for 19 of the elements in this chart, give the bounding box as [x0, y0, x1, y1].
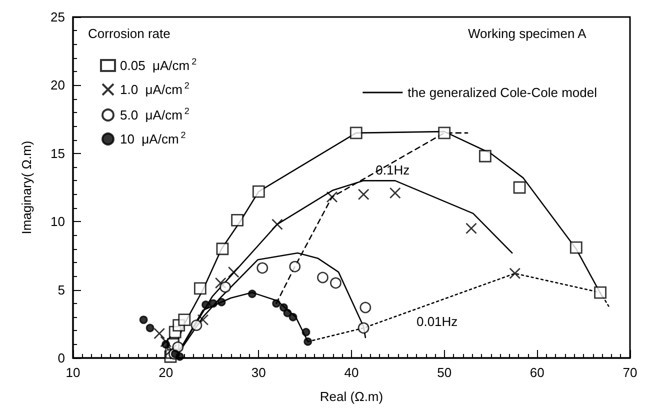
- y-tick-label: 10: [50, 214, 65, 230]
- legend-label: the generalized Cole-Cole model: [408, 85, 598, 100]
- y-tick-label: 25: [50, 10, 65, 24]
- y-tick-label: 0: [58, 350, 65, 366]
- y-tick-label: 15: [50, 146, 65, 161]
- annotation: 0.01Hz: [416, 314, 458, 329]
- y-tick-label: 5: [58, 282, 65, 298]
- x-tick-label: 30: [251, 365, 266, 380]
- y-axis-title: Imaginary( Ω.m): [19, 140, 34, 234]
- annotation: Working specimen A: [468, 26, 587, 41]
- annotation: 0.1Hz: [376, 162, 410, 178]
- x-axis-title: Real (Ω.m): [320, 389, 384, 404]
- x-tick-label: 40: [344, 365, 359, 380]
- y-tick-label: 20: [50, 78, 65, 93]
- x-tick-label: 60: [530, 365, 544, 380]
- x-tick-label: 70: [622, 365, 638, 380]
- legend-title: Corrosion rate: [88, 26, 170, 41]
- x-tick-label: 20: [158, 365, 174, 380]
- x-tick-label: 50: [437, 365, 452, 380]
